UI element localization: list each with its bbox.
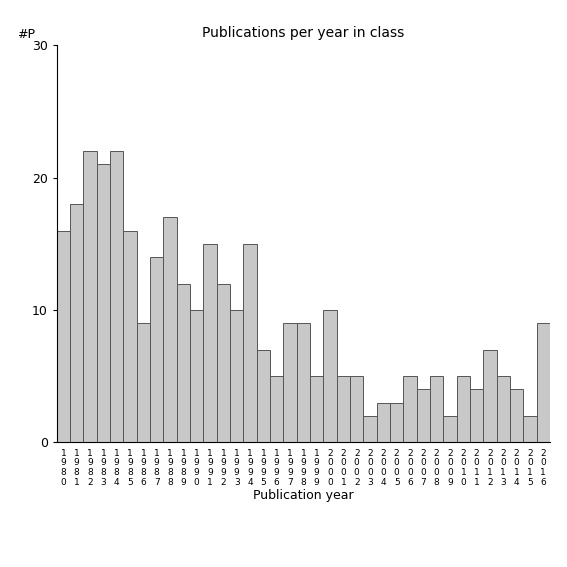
Bar	[70, 204, 83, 442]
Bar	[270, 376, 284, 442]
Bar	[337, 376, 350, 442]
Bar	[390, 403, 403, 442]
Bar	[456, 376, 470, 442]
Bar	[137, 323, 150, 442]
Title: Publications per year in class: Publications per year in class	[202, 26, 404, 40]
Bar	[163, 217, 177, 442]
Bar	[217, 284, 230, 442]
Bar	[417, 390, 430, 442]
Bar	[243, 244, 257, 442]
Bar	[536, 323, 550, 442]
Bar	[443, 416, 456, 442]
Bar	[97, 164, 110, 442]
Bar	[510, 390, 523, 442]
Bar	[376, 403, 390, 442]
Bar	[523, 416, 536, 442]
Bar	[430, 376, 443, 442]
Bar	[284, 323, 297, 442]
Bar	[190, 310, 204, 442]
Text: #P: #P	[17, 28, 35, 41]
Bar	[57, 231, 70, 442]
Bar	[323, 310, 337, 442]
X-axis label: Publication year: Publication year	[253, 489, 354, 502]
Bar	[83, 151, 97, 442]
Bar	[497, 376, 510, 442]
Bar	[257, 350, 270, 442]
Bar	[470, 390, 483, 442]
Bar	[110, 151, 124, 442]
Bar	[124, 231, 137, 442]
Bar	[150, 257, 163, 442]
Bar	[204, 244, 217, 442]
Bar	[483, 350, 497, 442]
Bar	[230, 310, 243, 442]
Bar	[177, 284, 190, 442]
Bar	[310, 376, 323, 442]
Bar	[363, 416, 376, 442]
Bar	[297, 323, 310, 442]
Bar	[350, 376, 363, 442]
Bar	[403, 376, 417, 442]
